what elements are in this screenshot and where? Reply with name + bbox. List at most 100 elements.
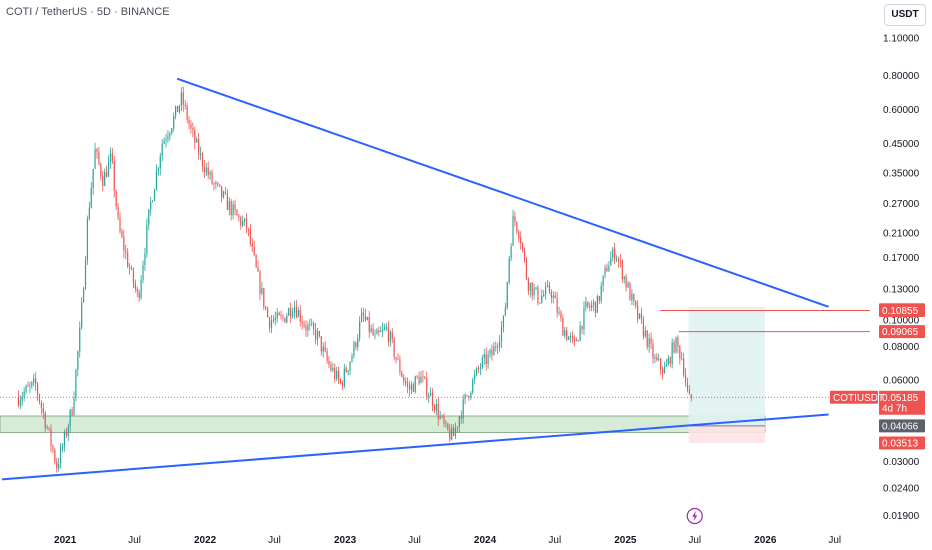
candle-body (253, 246, 255, 256)
candle-body (92, 168, 94, 189)
time-axis-label[interactable]: 2026 (754, 535, 777, 546)
candle (380, 326, 382, 333)
price-axis-label[interactable]: 0.45000 (883, 139, 920, 150)
price-axis[interactable]: 1.10000 0.80000 0.60000 0.45000 0.35000 0.270… (883, 34, 920, 522)
candle-body (104, 171, 106, 187)
candle (228, 197, 230, 216)
time-axis-label[interactable]: Jul (828, 535, 841, 546)
price-tag-bg (879, 390, 925, 415)
candle-body (88, 207, 90, 220)
candle (499, 334, 501, 352)
candle (230, 198, 232, 221)
candle-body (19, 400, 21, 406)
price-axis-label[interactable]: 0.21000 (883, 228, 920, 239)
candle (412, 382, 414, 393)
candle-body (119, 217, 121, 232)
time-axis-label[interactable]: 2022 (194, 535, 217, 546)
price-axis-label[interactable]: 0.10000 (883, 316, 920, 327)
candle-body (443, 416, 445, 424)
candle-body (36, 384, 39, 395)
candle-body (541, 296, 543, 303)
candle (493, 342, 495, 356)
candle (301, 315, 303, 330)
price-axis-label[interactable]: 1.10000 (883, 34, 920, 45)
candle (370, 324, 372, 334)
price-axis-label[interactable]: 0.06000 (883, 376, 920, 387)
candle (623, 275, 625, 284)
candle-body (316, 331, 319, 340)
candle (422, 370, 424, 383)
candle-body (673, 342, 675, 353)
candle-body (52, 445, 54, 451)
candle (176, 105, 179, 113)
price-axis-label[interactable]: 0.02400 (883, 483, 920, 494)
time-axis-label[interactable]: Jul (128, 535, 141, 546)
candle-body (144, 253, 146, 265)
candle-body (349, 361, 351, 371)
candle (481, 355, 483, 370)
candle (360, 307, 363, 323)
candle (416, 374, 418, 379)
candle-body (188, 119, 190, 125)
candle-body (77, 351, 79, 370)
candle (148, 209, 150, 231)
candle (100, 162, 102, 181)
price-axis-label[interactable]: 0.01900 (883, 511, 920, 522)
time-axis-label[interactable]: 2021 (54, 535, 77, 546)
candle-body (401, 372, 403, 378)
candle-body (203, 166, 205, 173)
candle (510, 243, 512, 262)
candle (309, 318, 311, 331)
time-axis[interactable]: 2021 Jul 2022 Jul 2023 Jul 2024 Jul 2025 Jul 2026 J… (54, 535, 841, 546)
candle (127, 248, 129, 268)
candle-body (157, 168, 159, 171)
candle (556, 291, 558, 318)
price-axis-label[interactable]: 0.35000 (883, 168, 920, 179)
candle (652, 339, 654, 364)
candle (506, 281, 508, 310)
candle (625, 273, 627, 292)
candle-body (660, 358, 662, 369)
price-axis-label[interactable]: 0.80000 (883, 71, 920, 82)
candle (504, 302, 506, 317)
time-axis-label[interactable]: Jul (268, 535, 281, 546)
price-axis-label[interactable]: 0.60000 (883, 105, 920, 116)
time-axis-label[interactable]: 2025 (614, 535, 637, 546)
candle (489, 348, 491, 358)
time-axis-label[interactable]: Jul (688, 535, 701, 546)
candle-body (412, 384, 414, 392)
time-axis-label[interactable]: Jul (408, 535, 421, 546)
currency-button[interactable]: USDT (884, 4, 926, 26)
price-axis-label[interactable]: 0.08000 (883, 342, 920, 353)
candle (660, 357, 662, 375)
candle-body (152, 201, 154, 202)
symbol-title[interactable]: COTI / TetherUS · 5D · BINANCE (6, 6, 170, 18)
support-trendline (1, 413, 829, 481)
candle-body (59, 447, 62, 464)
event-marker[interactable] (686, 507, 703, 525)
candle (42, 402, 44, 420)
price-axis-label[interactable]: 0.17000 (883, 253, 920, 264)
candle (604, 264, 606, 279)
candle-body (320, 336, 322, 352)
time-axis-label[interactable]: 2023 (334, 535, 357, 546)
candle (345, 365, 347, 373)
candle-body (276, 312, 278, 319)
candle (667, 354, 669, 366)
candle-body (481, 357, 483, 367)
candle-body (531, 282, 533, 296)
candle (600, 281, 602, 304)
time-axis-label[interactable]: Jul (548, 535, 561, 546)
candle (265, 305, 267, 311)
price-axis-label[interactable]: 0.03000 (883, 457, 920, 468)
candle-body (288, 308, 290, 316)
candle (73, 391, 75, 417)
price-axis-label[interactable]: 0.13000 (883, 285, 920, 296)
time-axis-label[interactable]: 2024 (474, 535, 497, 546)
candle-body (602, 275, 604, 286)
price-axis-label[interactable]: 0.27000 (883, 199, 920, 210)
candle-body (445, 423, 447, 425)
lightning-icon[interactable] (692, 511, 698, 521)
candle-body (228, 201, 230, 210)
